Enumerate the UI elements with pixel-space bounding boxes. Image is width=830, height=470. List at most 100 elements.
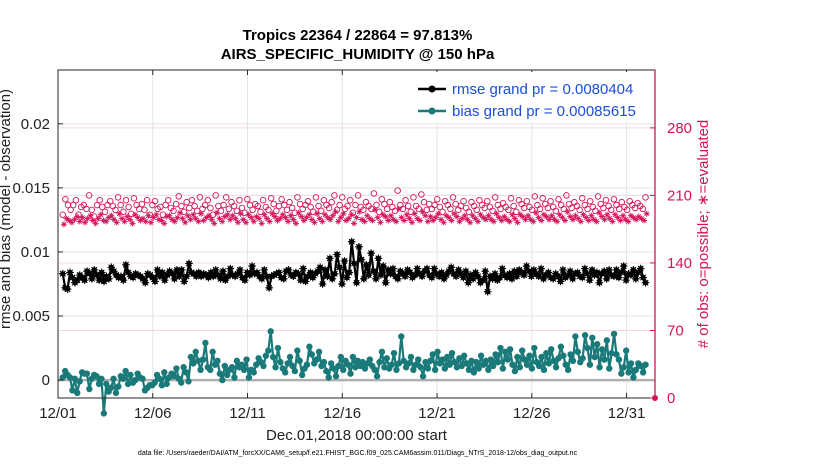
possible-point <box>418 191 425 198</box>
bias-point <box>448 349 456 357</box>
bias-point <box>632 366 640 374</box>
y-tick-label: 0 <box>42 372 50 389</box>
rmse-point <box>588 266 596 274</box>
possible-point <box>536 205 544 213</box>
rmse-point <box>248 262 256 270</box>
possible-point <box>523 197 531 205</box>
bias-point <box>395 360 403 367</box>
evaluated-point <box>464 216 471 223</box>
bias-point <box>415 356 422 363</box>
bias-point <box>598 346 606 353</box>
evaluated-point <box>129 220 136 227</box>
rmse-point <box>122 260 130 269</box>
evaluated-point <box>295 209 302 216</box>
evaluated-point <box>263 215 270 222</box>
possible-point <box>170 207 177 215</box>
evaluated-point <box>535 214 542 221</box>
rmse-point <box>384 266 392 274</box>
bias-point <box>521 356 528 363</box>
evaluated-point <box>403 211 410 218</box>
bias-point <box>518 347 526 354</box>
possible-point <box>439 208 446 216</box>
possible-point <box>642 194 649 201</box>
bias-point <box>637 362 644 370</box>
bias-point <box>516 364 523 371</box>
evaluated-point <box>469 212 476 219</box>
evaluated-point <box>71 216 78 223</box>
rmse-point <box>498 264 507 273</box>
rmse-point <box>61 284 69 292</box>
bias-point <box>482 357 490 365</box>
possible-point <box>265 206 272 214</box>
evaluated-point <box>496 214 503 221</box>
possible-point <box>143 196 151 204</box>
rmse-point <box>617 268 626 277</box>
evaluated-point <box>456 218 463 225</box>
rmse-point <box>571 269 579 278</box>
possible-point <box>447 205 454 213</box>
rmse-point <box>435 272 443 281</box>
bias-point <box>252 361 260 368</box>
evaluated-point <box>503 216 510 223</box>
rmse-point <box>284 266 293 274</box>
bias-point <box>412 361 419 368</box>
rmse-point <box>175 272 184 281</box>
evaluated-point <box>387 212 394 219</box>
rmse-point <box>401 272 409 281</box>
bias-point <box>373 373 381 380</box>
possible-point <box>125 203 132 211</box>
bias-point <box>388 361 395 368</box>
evaluated-point <box>92 220 99 227</box>
rmse-point <box>296 276 305 284</box>
rmse-point <box>537 264 545 273</box>
rmse-point <box>364 271 373 279</box>
bias-point <box>550 357 557 365</box>
rmse-point <box>129 273 137 282</box>
bias-point <box>187 353 195 361</box>
rmse-point <box>185 259 193 268</box>
bias-point <box>223 371 231 379</box>
evaluated-point <box>174 214 181 221</box>
bias-point <box>335 362 342 370</box>
evaluated-point <box>532 209 539 216</box>
bias-point <box>163 380 170 388</box>
evaluated-point <box>79 214 86 221</box>
possible-point <box>259 196 267 204</box>
evaluated-point <box>488 216 495 223</box>
bias-point <box>419 373 427 380</box>
evaluated-point <box>192 215 199 222</box>
x-tick-label: 12/01 <box>39 405 77 422</box>
rmse-point <box>355 243 363 251</box>
possible-point <box>354 192 362 199</box>
evaluated-point <box>232 215 239 222</box>
bias-point <box>209 348 216 356</box>
y-right-tick-label: 210 <box>667 187 692 204</box>
evaluated-point <box>390 216 397 223</box>
rmse-point <box>632 275 640 283</box>
bias-point <box>465 366 473 374</box>
evaluated-point <box>213 209 220 216</box>
evaluated-point <box>287 212 294 219</box>
rmse-point <box>469 275 477 283</box>
bias-point <box>458 362 465 370</box>
possible-point <box>539 195 546 202</box>
evaluated-point <box>525 212 532 219</box>
bias-point <box>489 362 497 370</box>
rmse-point <box>173 266 181 274</box>
rmse-point <box>381 278 390 287</box>
possible-point <box>201 201 209 209</box>
rmse-point <box>367 249 375 258</box>
rmse-point <box>272 269 281 278</box>
bias-point <box>327 360 335 367</box>
rmse-point <box>301 277 310 286</box>
possible-point <box>204 196 212 204</box>
bias-point <box>625 369 632 376</box>
bias-point <box>277 358 284 366</box>
evaluated-point <box>422 212 429 219</box>
rmse-point <box>228 271 237 279</box>
bias-point <box>526 352 533 359</box>
bias-point <box>151 379 158 386</box>
evaluated-point <box>153 211 160 218</box>
evaluated-point <box>332 208 339 215</box>
bias-point <box>286 353 294 361</box>
